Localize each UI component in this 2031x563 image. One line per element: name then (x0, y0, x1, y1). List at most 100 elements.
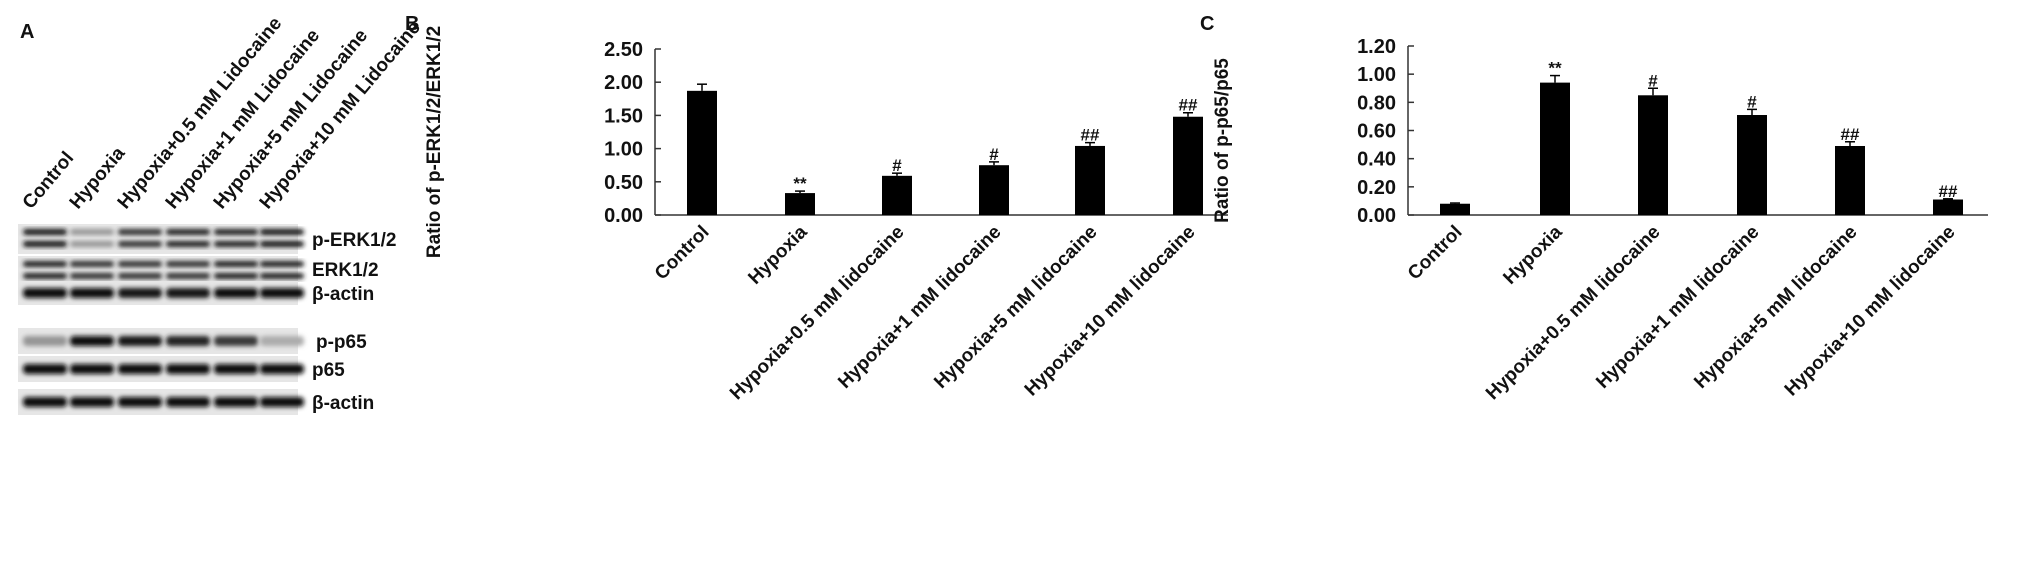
bar (979, 165, 1009, 215)
x-tick-label: Hypoxia+10 mM lidocaine (1781, 222, 1960, 401)
significance-mark: ## (1179, 96, 1198, 115)
band (260, 273, 304, 279)
band (260, 229, 304, 235)
band (23, 229, 67, 235)
blot-5: β-actin (18, 389, 374, 415)
band (260, 397, 304, 407)
significance-mark: # (989, 145, 999, 164)
band (166, 364, 210, 374)
x-tick-label: Hypoxia+10 mM lidocaine (1021, 222, 1200, 401)
blot-0: p-ERK1/2 (18, 224, 396, 254)
panel-label-a: A (20, 21, 34, 43)
band (214, 273, 258, 279)
band (70, 336, 114, 346)
band (166, 241, 210, 247)
blot-4: p65 (18, 356, 345, 382)
y-axis-label: Ratio of p-p65/p65 (1212, 58, 1233, 223)
significance-mark: ## (1081, 126, 1100, 145)
panel-label: C (1200, 13, 1214, 35)
band (23, 288, 67, 298)
bar (882, 175, 912, 215)
chart-c: C 0.00 0.20 0.40 0.60 0.80 1.00 1.20 Ratio of p-… (1200, 13, 1988, 404)
significance-mark: # (1747, 92, 1757, 111)
y-tick-label: 1.20 (1357, 36, 1396, 58)
bar (1638, 95, 1668, 215)
y-tick-label: 1.00 (1357, 64, 1396, 86)
band (23, 241, 67, 247)
band (70, 364, 114, 374)
blot-background (18, 224, 298, 254)
y-tick-label: 0.80 (1357, 92, 1396, 114)
band (166, 229, 210, 235)
band (70, 397, 114, 407)
band (23, 397, 67, 407)
band (214, 288, 258, 298)
band (23, 364, 67, 374)
blot-3: p-p65 (18, 328, 367, 354)
y-tick-label: 0.00 (1357, 205, 1396, 227)
x-tick-label: Hypoxia+5 mM lidocaine (1690, 222, 1861, 393)
x-tick-label: Hypoxia+1 mM lidocaine (834, 222, 1005, 393)
bar (1737, 115, 1767, 215)
band (166, 336, 210, 346)
significance-mark: # (1648, 71, 1658, 90)
significance-mark: ## (1939, 182, 1958, 201)
chart-b: B 0.00 0.50 1.00 1.50 2.00 2.50 Ratio of p-ERK1… (405, 13, 1228, 404)
blot-1: ERK1/2 (18, 256, 379, 282)
band (118, 364, 162, 374)
panel-label: B (405, 13, 419, 35)
blot-label: β-actin (312, 284, 374, 305)
band (23, 273, 67, 279)
band (118, 336, 162, 346)
blot-label: p-ERK1/2 (312, 230, 396, 251)
band (214, 229, 258, 235)
bar (1540, 82, 1570, 215)
x-tick-label: Hypoxia (1499, 221, 1566, 288)
bar (687, 90, 717, 215)
y-tick-label: 2.00 (604, 72, 643, 94)
band (70, 288, 114, 298)
y-tick-label: 0.50 (604, 172, 643, 194)
band (70, 241, 114, 247)
x-tick-label: Control (1404, 222, 1467, 285)
band (23, 261, 67, 267)
blot-label: ERK1/2 (312, 260, 379, 281)
band (118, 229, 162, 235)
band (214, 241, 258, 247)
band (260, 364, 304, 374)
band (166, 273, 210, 279)
band (166, 288, 210, 298)
band (118, 288, 162, 298)
significance-mark: ## (1841, 125, 1860, 144)
significance-mark: ** (1548, 59, 1562, 78)
y-tick-label: 0.20 (1357, 177, 1396, 199)
bar (1835, 145, 1865, 215)
band (214, 336, 258, 346)
band (70, 261, 114, 267)
band (118, 241, 162, 247)
y-tick-label: 1.00 (604, 139, 643, 161)
bar (1173, 116, 1203, 215)
y-tick-label: 1.50 (604, 105, 643, 127)
significance-mark: ** (793, 174, 807, 193)
band (214, 261, 258, 267)
band (23, 336, 67, 346)
band (118, 261, 162, 267)
band (260, 288, 304, 298)
band (166, 397, 210, 407)
x-tick-label: Hypoxia+5 mM lidocaine (930, 222, 1101, 393)
band (166, 261, 210, 267)
y-tick-label: 2.50 (604, 39, 643, 61)
band (214, 397, 258, 407)
significance-mark: # (892, 156, 902, 175)
bar (1075, 145, 1105, 215)
bar (785, 193, 815, 215)
x-tick-label: Control (651, 222, 714, 285)
band (214, 364, 258, 374)
x-tick-label: Hypoxia+0.5 mM lidocaine (726, 222, 908, 404)
bar (1440, 203, 1470, 215)
blot-label: p-p65 (316, 332, 367, 353)
band (70, 273, 114, 279)
